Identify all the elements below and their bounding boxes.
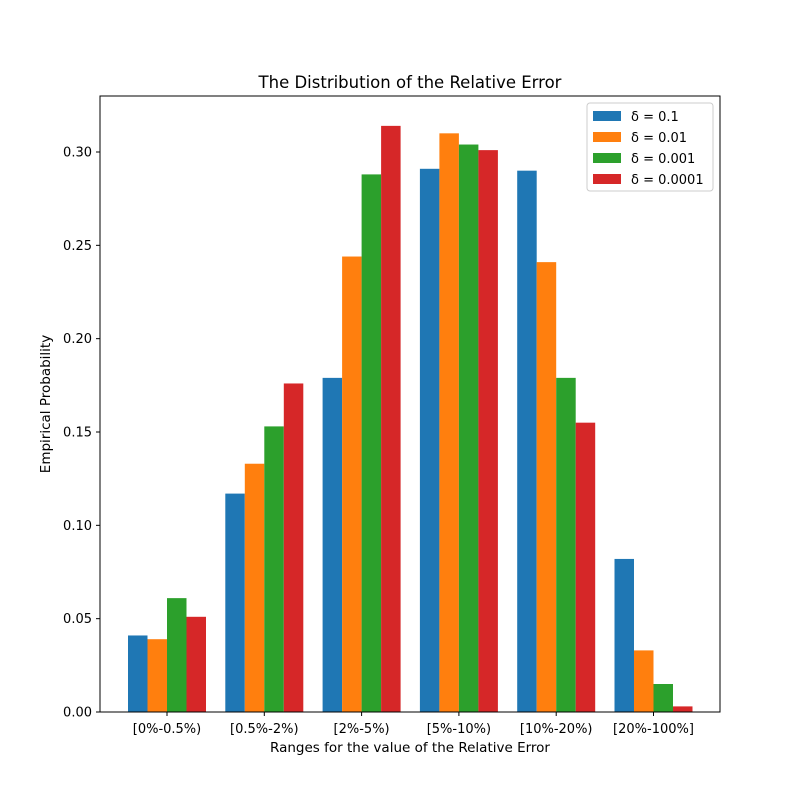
legend-label-3: δ = 0.001: [631, 152, 695, 167]
legend-label-2: δ = 0.01: [631, 131, 687, 146]
bar-series-2-category-3: [342, 256, 362, 712]
bar-series-3-category-6: [653, 684, 673, 712]
legend: δ = 0.1 δ = 0.01 δ = 0.001 δ = 0.0001: [586, 102, 714, 192]
bar-series-3-category-5: [556, 377, 576, 712]
bar-series-2-category-4: [439, 133, 459, 712]
y-tick-label-3: 0.15: [63, 426, 92, 441]
bar-series-4-category-4: [478, 150, 498, 712]
bar-series-1-category-4: [419, 168, 440, 713]
y-tick-label-1: 0.05: [63, 612, 92, 627]
x-tick-label-2: [2%-5%): [334, 722, 390, 737]
legend-swatch-3: [593, 153, 621, 163]
plot-frame: [99, 95, 721, 713]
x-tick-label-3: [5%-10%): [427, 722, 491, 737]
bars-group: [128, 125, 693, 713]
bar-series-1-category-6: [614, 558, 634, 712]
chart-title: The Distribution of the Relative Error: [258, 73, 562, 92]
x-tick-label-1: [0.5%-2%): [230, 722, 299, 737]
bar-series-3-category-2: [264, 426, 284, 712]
bar-series-3-category-4: [458, 144, 479, 712]
y-tick-label-5: 0.25: [63, 239, 92, 254]
y-tick-label-2: 0.10: [63, 519, 92, 534]
bar-series-2-category-1: [147, 639, 167, 712]
legend-swatch-2: [593, 132, 621, 142]
bar-series-1-category-3: [322, 377, 343, 712]
bar-series-1-category-5: [517, 170, 537, 713]
y-tick-label-0: 0.00: [63, 706, 92, 721]
bar-series-2-category-2: [244, 463, 265, 712]
bar-series-4-category-1: [186, 616, 206, 712]
bar-series-2-category-6: [634, 650, 654, 712]
bar-series-4-category-2: [283, 383, 304, 712]
legend-swatch-1: [593, 111, 621, 121]
legend-label-1: δ = 0.1: [631, 110, 679, 125]
y-tick-label-6: 0.30: [63, 146, 92, 161]
bar-series-2-category-5: [536, 262, 557, 712]
legend-box: [586, 102, 714, 192]
x-axis: [0%-0.5%) [0.5%-2%) [2%-5%) [5%-10%) [10%-20…: [133, 712, 694, 737]
bar-series-3-category-3: [361, 174, 382, 712]
bar-series-4-category-6: [673, 706, 693, 712]
x-tick-label-5: [20%-100%]: [613, 722, 694, 737]
x-tick-label-4: [10%-20%): [520, 722, 593, 737]
bar-series-3-category-1: [167, 598, 187, 712]
bar-series-1-category-1: [128, 635, 148, 712]
x-tick-label-0: [0%-0.5%): [133, 722, 202, 737]
y-axis-label: Empirical Probability: [38, 335, 54, 473]
x-axis-label: Ranges for the value of the Relative Err…: [270, 740, 550, 756]
bar-series-4-category-5: [575, 422, 596, 712]
bar-series-1-category-2: [225, 493, 245, 712]
legend-swatch-4: [593, 174, 621, 184]
y-axis: 0.00 0.05 0.10 0.15 0.20 0.25 0.30: [63, 146, 100, 721]
y-tick-label-4: 0.20: [63, 332, 92, 347]
bar-series-4-category-3: [381, 125, 401, 713]
legend-label-4: δ = 0.0001: [631, 173, 704, 188]
